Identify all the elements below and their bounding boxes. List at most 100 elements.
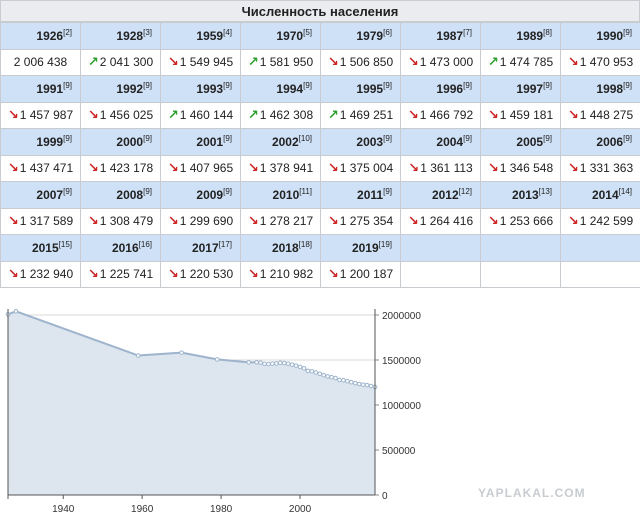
data-point bbox=[246, 360, 252, 365]
reference-link[interactable]: [9] bbox=[383, 133, 392, 143]
data-point bbox=[135, 353, 141, 358]
year-cell: 1997[9] bbox=[480, 75, 561, 103]
year-cell bbox=[400, 234, 481, 262]
year-cell: 2014[14] bbox=[560, 181, 640, 209]
population-value: 1 459 181 bbox=[499, 108, 554, 123]
value-cell: 2 006 438 bbox=[0, 48, 81, 76]
data-point bbox=[345, 378, 350, 384]
data-point bbox=[289, 362, 295, 367]
arrow-down-icon: ↘ bbox=[487, 107, 499, 123]
population-value: 2 006 438 bbox=[13, 55, 68, 70]
data-point bbox=[301, 365, 307, 371]
reference-link[interactable]: [2] bbox=[63, 27, 72, 37]
population-value: 1 375 004 bbox=[339, 161, 394, 176]
year-label: 2009 bbox=[196, 187, 224, 202]
reference-link[interactable]: [14] bbox=[618, 186, 632, 196]
arrow-down-icon: ↘ bbox=[407, 213, 419, 229]
year-cell: 2004[9] bbox=[400, 128, 481, 156]
population-table: 1926[2] 1928[3] 1959[4] 1970[5] 1979[6] 1987[… bbox=[0, 22, 640, 288]
reference-link[interactable]: [9] bbox=[143, 186, 152, 196]
reference-link[interactable]: [18] bbox=[298, 239, 312, 249]
value-cell: ↘1 242 599 bbox=[560, 207, 640, 235]
data-point bbox=[297, 364, 303, 370]
data-point bbox=[325, 374, 330, 379]
data-point bbox=[13, 308, 19, 314]
reference-link[interactable]: [9] bbox=[623, 133, 632, 143]
reference-link[interactable]: [9] bbox=[63, 133, 72, 143]
reference-link[interactable]: [8] bbox=[543, 27, 552, 37]
year-cell: 2009[9] bbox=[160, 181, 241, 209]
population-value: 1 506 850 bbox=[339, 55, 394, 70]
value-cell: ↘1 278 217 bbox=[240, 207, 321, 235]
arrow-down-icon: ↘ bbox=[7, 213, 19, 229]
year-label: 1979 bbox=[356, 28, 384, 43]
reference-link[interactable]: [9] bbox=[223, 133, 232, 143]
year-cell bbox=[480, 234, 561, 262]
reference-link[interactable]: [19] bbox=[378, 239, 392, 249]
year-label: 2002 bbox=[271, 134, 299, 149]
year-label: 2004 bbox=[436, 134, 464, 149]
population-value: 1 474 785 bbox=[499, 55, 554, 70]
value-cell: ↗2 041 300 bbox=[80, 48, 161, 76]
reference-link[interactable]: [9] bbox=[543, 133, 552, 143]
value-cell: ↘1 361 113 bbox=[400, 154, 481, 182]
value-cell: ↗1 462 308 bbox=[240, 101, 321, 129]
year-label: 2007 bbox=[36, 187, 64, 202]
year-label: 2019 bbox=[351, 240, 379, 255]
reference-link[interactable]: [15] bbox=[58, 239, 72, 249]
reference-link[interactable]: [13] bbox=[538, 186, 552, 196]
population-value: 1 200 187 bbox=[339, 267, 394, 282]
arrow-down-icon: ↘ bbox=[327, 266, 339, 282]
reference-link[interactable]: [11] bbox=[299, 186, 312, 196]
reference-link[interactable]: [17] bbox=[218, 239, 232, 249]
reference-link[interactable]: [9] bbox=[463, 80, 472, 90]
reference-link[interactable]: [16] bbox=[138, 239, 152, 249]
value-cell: ↘1 466 792 bbox=[400, 101, 481, 129]
value-cell: ↘1 225 741 bbox=[80, 260, 161, 288]
reference-link[interactable]: [9] bbox=[303, 80, 312, 90]
reference-link[interactable]: [9] bbox=[63, 186, 72, 196]
year-label: 2016 bbox=[111, 240, 139, 255]
value-cell: ↘1 459 181 bbox=[480, 101, 561, 129]
reference-link[interactable]: [9] bbox=[63, 80, 72, 90]
reference-link[interactable]: [5] bbox=[303, 27, 312, 37]
year-label: 2008 bbox=[116, 187, 144, 202]
reference-link[interactable]: [9] bbox=[223, 80, 232, 90]
reference-link[interactable]: [9] bbox=[383, 80, 392, 90]
arrow-down-icon: ↘ bbox=[167, 213, 179, 229]
data-point bbox=[356, 381, 362, 387]
reference-link[interactable]: [9] bbox=[623, 27, 632, 37]
reference-link[interactable]: [9] bbox=[623, 80, 632, 90]
value-row: ↘1 232 940 ↘1 225 741 ↘1 220 530 ↘1 210 982… bbox=[0, 260, 640, 288]
year-label: 2017 bbox=[191, 240, 219, 255]
data-point bbox=[285, 361, 291, 366]
year-label: 2005 bbox=[516, 134, 544, 149]
year-label: 1999 bbox=[36, 134, 64, 149]
reference-link[interactable]: [10] bbox=[298, 133, 312, 143]
reference-link[interactable]: [9] bbox=[143, 80, 152, 90]
value-cell: ↘1 437 471 bbox=[0, 154, 81, 182]
year-cell: 1992[9] bbox=[80, 75, 161, 103]
population-value: 1 469 251 bbox=[339, 108, 394, 123]
reference-link[interactable]: [9] bbox=[223, 186, 232, 196]
population-value: 1 242 599 bbox=[579, 214, 634, 229]
reference-link[interactable]: [9] bbox=[143, 133, 152, 143]
arrow-up-icon: ↗ bbox=[247, 54, 259, 70]
reference-link[interactable]: [6] bbox=[383, 27, 392, 37]
reference-link[interactable]: [12] bbox=[458, 186, 472, 196]
value-cell: ↘1 506 850 bbox=[320, 48, 401, 76]
year-cell: 1979[6] bbox=[320, 22, 401, 50]
reference-link[interactable]: [9] bbox=[383, 186, 392, 196]
arrow-down-icon: ↘ bbox=[167, 266, 179, 282]
reference-link[interactable]: [9] bbox=[463, 133, 472, 143]
reference-link[interactable]: [9] bbox=[543, 80, 552, 90]
year-cell: 2002[10] bbox=[240, 128, 321, 156]
year-label: 2010 bbox=[272, 187, 300, 202]
year-cell: 2005[9] bbox=[480, 128, 561, 156]
reference-link[interactable]: [4] bbox=[223, 27, 232, 37]
reference-link[interactable]: [3] bbox=[143, 27, 152, 37]
y-tick-label: 0 bbox=[382, 491, 388, 502]
value-cell: ↘1 200 187 bbox=[320, 260, 401, 288]
reference-link[interactable]: [7] bbox=[463, 27, 472, 37]
y-tick-label: 2000000 bbox=[382, 311, 421, 322]
